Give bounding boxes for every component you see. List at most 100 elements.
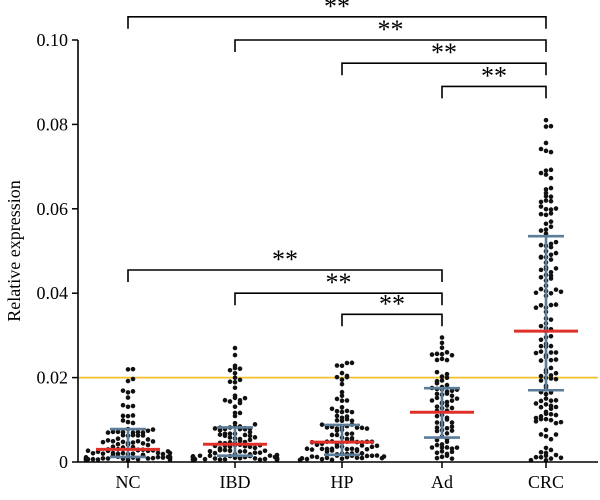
- data-point: [252, 445, 258, 451]
- data-point: [262, 456, 268, 462]
- data-point: [548, 302, 554, 308]
- category-label-hp: HP: [330, 472, 353, 492]
- data-point: [227, 399, 233, 404]
- data-point: [434, 442, 440, 448]
- significance-bracket: [127, 269, 443, 282]
- data-point: [227, 367, 233, 373]
- data-point: [125, 367, 131, 372]
- data-point: [538, 302, 544, 308]
- significance-bracket: [234, 39, 547, 52]
- data-point: [90, 451, 96, 456]
- data-point: [339, 398, 345, 404]
- data-point: [449, 449, 455, 455]
- data-point: [538, 199, 544, 205]
- data-point: [439, 445, 445, 450]
- data-point: [120, 450, 126, 456]
- data-point: [548, 436, 554, 442]
- data-point: [232, 365, 238, 371]
- data-point: [548, 224, 554, 230]
- data-point: [553, 376, 559, 382]
- data-point: [359, 425, 365, 431]
- data-point: [130, 440, 136, 445]
- data-point: [449, 446, 455, 451]
- axes-layer: [77, 40, 598, 463]
- data-point: [125, 390, 131, 395]
- data-point: [344, 436, 350, 442]
- data-point: [232, 345, 238, 351]
- data-point: [105, 430, 111, 435]
- data-point: [130, 420, 136, 426]
- data-point: [232, 413, 238, 419]
- data-point: [533, 290, 539, 296]
- data-point: [232, 385, 238, 391]
- data-point: [212, 450, 218, 456]
- significance-label: **: [272, 245, 298, 274]
- data-point: [548, 357, 554, 363]
- data-point: [344, 416, 350, 422]
- data-point: [444, 350, 450, 355]
- data-point: [222, 447, 228, 453]
- data-point: [252, 422, 258, 427]
- data-point: [110, 429, 116, 435]
- data-point: [120, 439, 126, 445]
- category-label-ad: Ad: [431, 472, 453, 492]
- data-point: [339, 409, 345, 415]
- data-point: [444, 417, 450, 422]
- data-point: [553, 452, 559, 458]
- data-point: [329, 448, 335, 453]
- data-point: [548, 175, 554, 181]
- data-point: [304, 446, 310, 452]
- data-point: [548, 290, 554, 296]
- data-point: [538, 449, 544, 455]
- data-point: [538, 267, 544, 273]
- data-point: [548, 276, 554, 281]
- data-point: [429, 352, 435, 357]
- data-point: [548, 447, 554, 453]
- data-point: [324, 425, 330, 430]
- data-point: [145, 442, 151, 448]
- data-point: [538, 211, 544, 217]
- data-point: [434, 380, 440, 386]
- data-point: [548, 403, 554, 409]
- data-point: [548, 398, 554, 404]
- data-point: [449, 405, 455, 411]
- data-point: [553, 420, 559, 426]
- data-point: [160, 455, 166, 460]
- y-tick-label: 0.10: [37, 30, 69, 50]
- data-point: [120, 433, 126, 438]
- data-point: [538, 414, 544, 419]
- data-point: [232, 379, 238, 385]
- data-point: [334, 374, 340, 380]
- data-point: [105, 438, 111, 443]
- data-point: [538, 286, 544, 292]
- data-point: [190, 457, 196, 463]
- data-point: [110, 438, 116, 444]
- data-point: [439, 335, 445, 340]
- ticks-layer: 0 0.02 0.04 0.06 0.08 0.10: [37, 30, 78, 472]
- data-point: [548, 252, 554, 258]
- data-point: [304, 456, 310, 462]
- data-point: [543, 140, 549, 146]
- data-point: [434, 425, 440, 430]
- data-point: [349, 409, 355, 415]
- data-point: [434, 391, 440, 397]
- data-point: [339, 405, 345, 410]
- data-point: [444, 426, 450, 431]
- data-point: [439, 449, 445, 454]
- data-point: [543, 427, 549, 433]
- data-point: [439, 378, 445, 383]
- data-point: [334, 363, 340, 368]
- y-tick-label: 0.02: [37, 368, 69, 388]
- data-point: [434, 351, 440, 357]
- data-point: [262, 448, 268, 454]
- data-point: [247, 429, 253, 435]
- significance-label: **: [326, 268, 352, 297]
- data-point: [439, 454, 445, 460]
- data-point: [222, 433, 228, 439]
- data-point: [548, 317, 554, 322]
- significance-bracket: [127, 15, 547, 29]
- data-point: [339, 381, 345, 387]
- data-point: [553, 398, 559, 403]
- data-point: [227, 448, 233, 454]
